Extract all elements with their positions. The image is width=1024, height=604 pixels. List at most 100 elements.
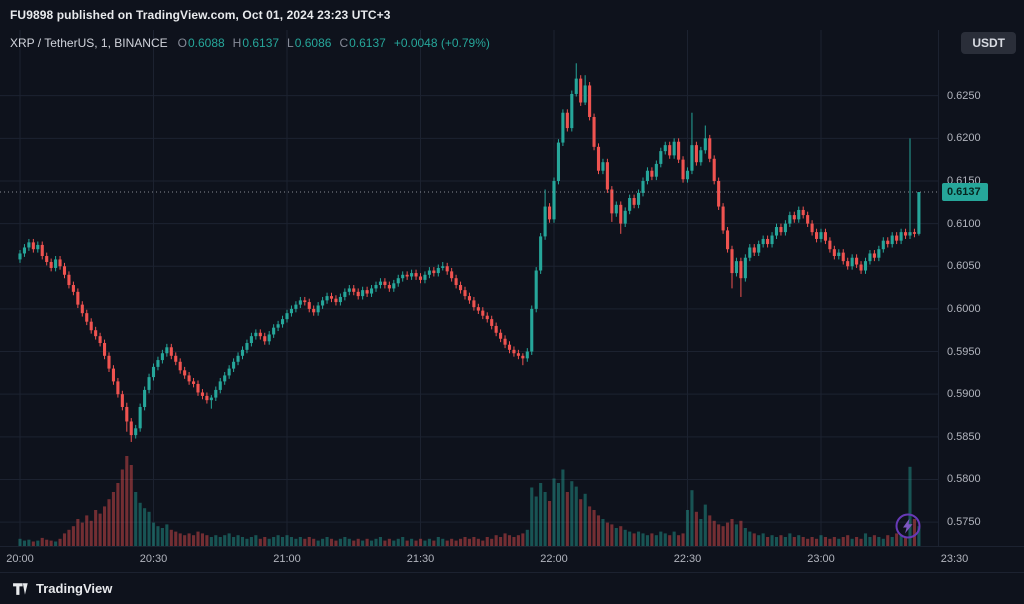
- candle-body: [690, 145, 694, 171]
- volume-bar: [383, 540, 387, 546]
- candle-body: [739, 261, 743, 279]
- candle-body: [628, 198, 632, 211]
- volume-bar: [748, 531, 752, 546]
- candle-body: [472, 300, 476, 308]
- volume-bar: [703, 504, 707, 546]
- volume-bar: [303, 538, 307, 546]
- candle-body: [36, 244, 40, 250]
- volume-bar: [650, 533, 654, 546]
- tradingview-logo[interactable]: [12, 580, 29, 597]
- candle-body: [637, 192, 641, 205]
- candle-body: [40, 244, 44, 257]
- candle-body: [530, 308, 534, 352]
- volume-bar: [49, 540, 53, 546]
- candle-body: [904, 232, 908, 236]
- symbol-legend[interactable]: XRP / TetherUS, 1, BINANCE O 0.6088 H 0.…: [10, 36, 490, 50]
- volume-bar: [94, 510, 98, 546]
- boost-button[interactable]: [894, 512, 922, 540]
- volume-bar: [850, 538, 854, 546]
- candle-body: [712, 158, 716, 181]
- candle-body: [788, 215, 792, 224]
- volume-bar: [263, 537, 267, 546]
- volume-bar: [908, 466, 912, 546]
- candle-body: [863, 261, 868, 271]
- candle-body: [45, 256, 49, 262]
- volume-bar: [605, 522, 609, 546]
- volume-bar: [54, 541, 58, 546]
- volume-bar: [71, 526, 75, 546]
- volume-bar: [596, 515, 601, 546]
- volume-bar: [80, 522, 84, 546]
- volume-bar: [316, 540, 320, 546]
- candle-body: [169, 347, 173, 356]
- price-axis-label: 0.6200: [947, 132, 981, 145]
- candle-body: [223, 375, 227, 382]
- candlestick-canvas[interactable]: [0, 30, 938, 546]
- volume-bar: [726, 522, 730, 546]
- volume-bar: [507, 535, 512, 546]
- volume-bar: [387, 538, 391, 546]
- candle-body: [499, 332, 503, 339]
- ohlc-low-label: L: [287, 36, 294, 50]
- volume-bar: [183, 535, 187, 546]
- candle-body: [405, 274, 409, 277]
- volume-bar: [196, 531, 200, 546]
- candle-body: [436, 267, 440, 274]
- volume-bar: [218, 537, 222, 546]
- chart-pane[interactable]: XRP / TetherUS, 1, BINANCE O 0.6088 H 0.…: [0, 30, 938, 546]
- candle-body: [783, 223, 787, 233]
- volume-bar: [40, 537, 44, 546]
- candle-body: [178, 361, 182, 371]
- candle-body: [521, 355, 525, 359]
- volume-bar: [552, 478, 556, 546]
- symbol-name: XRP / TetherUS, 1, BINANCE: [10, 36, 168, 50]
- candle-body: [672, 141, 676, 156]
- volume-bar: [601, 519, 605, 546]
- candle-body: [396, 278, 400, 284]
- volume-bar: [396, 538, 400, 546]
- candle-body: [623, 210, 627, 224]
- price-axis[interactable]: 0.6250 0.6200 0.6150 0.6100 0.6050 0.6000 0.59…: [938, 30, 1024, 546]
- volume-bar: [147, 511, 151, 546]
- candle-body: [450, 271, 454, 279]
- candle-body: [601, 162, 605, 171]
- time-axis-label: 23:00: [807, 553, 835, 565]
- candle-body: [156, 360, 160, 367]
- volume-bar: [120, 469, 124, 546]
- volume-bar: [329, 538, 334, 546]
- candle-body: [174, 355, 178, 362]
- volume-bar: [752, 533, 756, 546]
- candle-body: [254, 332, 258, 337]
- volume-bar: [334, 540, 338, 546]
- candle-body: [218, 381, 222, 390]
- candle-body: [294, 304, 298, 309]
- volume-bar: [254, 535, 258, 546]
- candle-body: [423, 274, 427, 280]
- volume-bar: [298, 537, 302, 546]
- candle-body: [868, 253, 872, 262]
- volume-bar: [628, 531, 632, 546]
- volume-bar: [717, 524, 721, 546]
- publish-info-text: FU9898 published on TradingView.com, Oct…: [10, 8, 391, 22]
- candle-body: [779, 227, 783, 233]
- volume-bar: [828, 538, 832, 546]
- candle-body: [67, 274, 71, 286]
- time-axis[interactable]: 20:00 20:30 21:00 21:30 22:00 22:30 23:00 23:30: [0, 546, 1024, 572]
- currency-toggle-button[interactable]: USDT: [961, 32, 1016, 54]
- volume-bar: [570, 481, 574, 546]
- volume-bar: [766, 537, 770, 546]
- price-axis-label: 0.6050: [947, 260, 981, 273]
- candle-body: [685, 170, 690, 180]
- candle-body: [414, 273, 418, 277]
- volume-bar: [694, 511, 698, 546]
- last-price-badge: 0.6137: [942, 183, 988, 202]
- candle-body: [752, 247, 756, 253]
- volume-bar: [401, 537, 405, 546]
- volume-bar: [18, 538, 22, 546]
- candle-body: [605, 162, 609, 190]
- time-axis-label: 21:30: [406, 553, 435, 565]
- volume-bar: [205, 535, 209, 546]
- volume-bar: [801, 537, 805, 546]
- chart-row: XRP / TetherUS, 1, BINANCE O 0.6088 H 0.…: [0, 30, 1024, 546]
